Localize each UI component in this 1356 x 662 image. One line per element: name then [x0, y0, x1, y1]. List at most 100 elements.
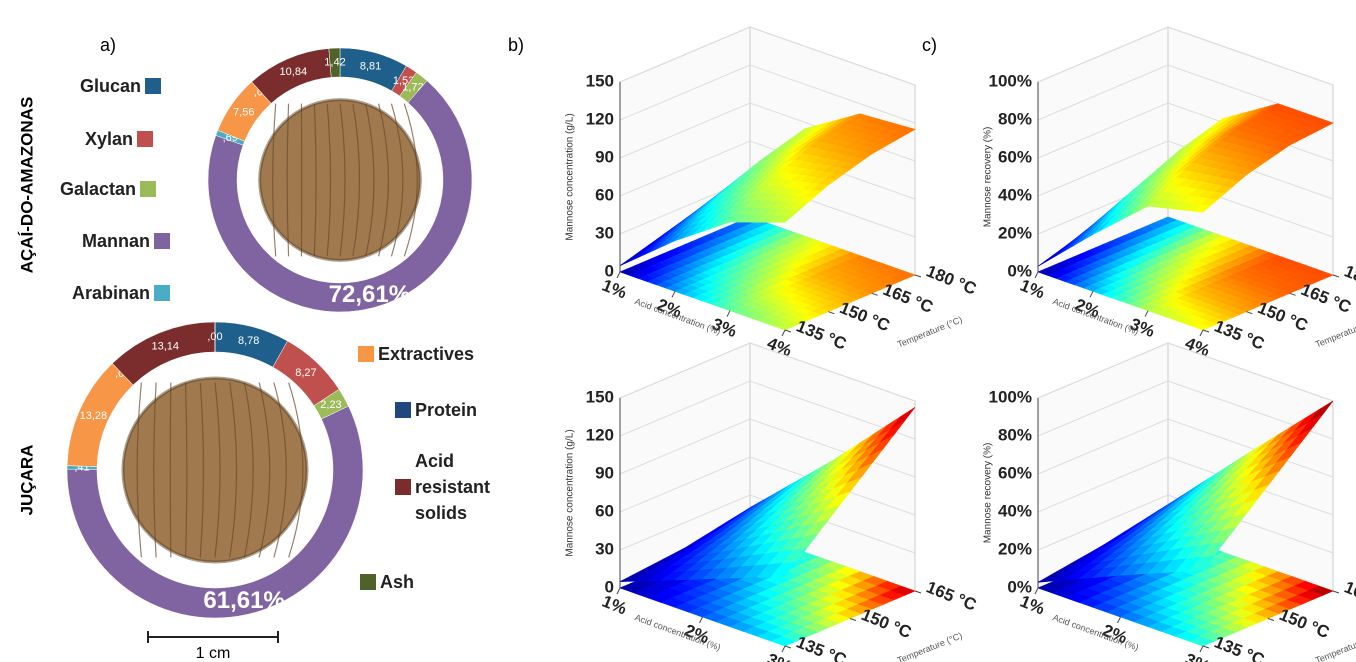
slice-label: 7,56 — [233, 106, 254, 118]
legend-swatch — [395, 402, 411, 418]
legend-entry: Glucan — [80, 74, 161, 98]
y-axis-title: Temperature (°C) — [1314, 314, 1356, 349]
slice-label: 72,61% — [329, 281, 410, 308]
legend-label: Acid resistant solids — [415, 448, 505, 526]
legend-swatch — [140, 181, 156, 197]
y-tick-label: 150 °C — [837, 298, 892, 335]
z-tick-label: 30 — [595, 539, 614, 558]
x-tick — [1090, 291, 1093, 297]
y-tick-label: 180 °C — [1342, 261, 1356, 298]
slice-label: 1,42 — [324, 57, 345, 69]
legend-swatch — [145, 78, 161, 94]
z-tick-label: 90 — [595, 147, 614, 166]
x-tick-label: 1% — [1017, 276, 1047, 303]
legend-entry: Mannan — [82, 229, 170, 253]
panel-label: b) — [508, 35, 524, 55]
z-tick-label: 40% — [998, 185, 1032, 204]
z-tick-label: 100% — [989, 71, 1032, 90]
y-tick-label: 135 °C — [1212, 316, 1267, 353]
legend-swatch — [395, 479, 411, 495]
slice-label: 61,61% — [203, 587, 284, 614]
legend-label: Extractives — [378, 342, 474, 366]
y-tick-label: 165 °C — [1342, 577, 1356, 614]
slice-label: 13,28 — [80, 410, 108, 422]
legend-label: Ash — [380, 570, 414, 594]
row-label: JUÇARA — [17, 445, 36, 516]
x-tick — [782, 646, 785, 652]
y-tick — [1203, 330, 1209, 332]
z-tick-label: 80% — [998, 109, 1032, 128]
z-axis-title: Mannose concentration (g/L) — [565, 429, 576, 556]
y-tick — [1268, 619, 1274, 621]
figure-svg: a) b) c) AÇAÍ-DO-AMAZONAS JUÇARA 1 cm 8,… — [0, 0, 1356, 662]
legend-swatch — [154, 285, 170, 301]
z-axis-title: Mannose concentration (g/L) — [565, 113, 576, 240]
y-tick — [915, 275, 921, 277]
y-tick-label: 150 °C — [1277, 605, 1332, 642]
legend-entry: Xylan — [85, 127, 153, 151]
z-tick-label: 120 — [586, 109, 614, 128]
z-tick-label: 30 — [595, 223, 614, 242]
x-tick — [617, 588, 620, 594]
slice-label: 8,78 — [238, 335, 259, 347]
z-tick-label: 150 — [586, 387, 614, 406]
slice-label: 8,81 — [360, 60, 381, 72]
y-tick — [1333, 591, 1339, 593]
x-tick — [700, 617, 703, 623]
legend-label: Arabinan — [72, 281, 150, 305]
slice-label: 10,84 — [280, 66, 308, 78]
x-tick — [1200, 646, 1203, 652]
y-tick-label: 165 °C — [924, 577, 979, 614]
z-axis-title: Mannose recovery (%) — [983, 127, 994, 228]
legend-swatch — [360, 574, 376, 590]
y-tick — [872, 293, 878, 295]
x-tick-label: 1% — [599, 276, 629, 303]
y-tick — [785, 330, 791, 332]
y-tick — [1333, 275, 1339, 277]
y-tick — [828, 312, 834, 314]
x-tick-label: 1% — [599, 592, 629, 619]
legend-entry: Acid resistant solids — [395, 448, 505, 526]
z-axis-title: Mannose recovery (%) — [983, 443, 994, 544]
panel-label: a) — [100, 35, 116, 55]
z-tick-label: 60 — [595, 501, 614, 520]
z-tick-label: 150 — [586, 71, 614, 90]
legend-entry: Extractives — [358, 342, 474, 366]
z-tick-label: 20% — [998, 223, 1032, 242]
figure: a) b) c) AÇAÍ-DO-AMAZONAS JUÇARA 1 cm 8,… — [0, 0, 1356, 662]
legend-label: Protein — [415, 398, 477, 422]
panel-label: c) — [922, 35, 937, 55]
x-tick — [672, 291, 675, 297]
legend-entry: Galactan — [60, 177, 156, 201]
x-tick-label: 3% — [764, 650, 794, 662]
y-tick-label: 150 °C — [859, 605, 914, 642]
slice-label: ,00 — [207, 331, 222, 343]
legend-swatch — [137, 131, 153, 147]
donut-slice — [112, 322, 215, 385]
z-tick-label: 120 — [586, 425, 614, 444]
y-tick-label: 165 °C — [880, 280, 935, 317]
slice-label: 2,23 — [320, 399, 341, 411]
y-tick-label: 150 °C — [1255, 298, 1310, 335]
y-tick — [785, 646, 791, 648]
x-tick — [617, 272, 620, 278]
x-tick — [727, 311, 730, 317]
y-tick-label: 135 °C — [794, 632, 849, 662]
z-tick-label: 40% — [998, 501, 1032, 520]
y-tick — [915, 591, 921, 593]
seed-fiber — [170, 383, 171, 558]
slice-label: 13,14 — [152, 341, 180, 353]
surface-plot: 03060901201501%2%3%135 °C150 °C165 °CAci… — [565, 343, 979, 662]
y-tick — [850, 619, 856, 621]
y-tick — [1203, 646, 1209, 648]
legend-swatch — [154, 233, 170, 249]
y-tick — [1246, 312, 1252, 314]
row-label: AÇAÍ-DO-AMAZONAS — [17, 97, 36, 274]
z-tick-label: 80% — [998, 425, 1032, 444]
legend-swatch — [358, 346, 374, 362]
slice-label: 8,27 — [295, 367, 316, 379]
y-axis-title: Temperature (°C) — [896, 314, 964, 349]
x-tick-label: 3% — [1182, 650, 1212, 662]
